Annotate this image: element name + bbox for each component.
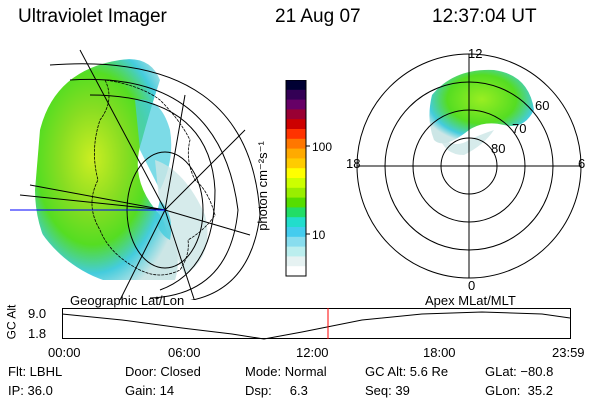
- mlat-label-60: 60: [535, 98, 550, 113]
- mlt-label-12: 12: [468, 46, 483, 61]
- geographic-image: [10, 49, 261, 300]
- colorbar-band: [286, 246, 306, 257]
- colorbar-band: [286, 178, 306, 189]
- colorbar-band: [286, 236, 306, 248]
- colorbar-tick-10: 10: [312, 228, 326, 242]
- colorbar-band: [286, 207, 306, 218]
- colorbar-band: [286, 119, 306, 130]
- colorbar-band: [286, 217, 306, 228]
- colorbar-band: [286, 168, 306, 179]
- status-dsp: Dsp: 6.3: [245, 383, 308, 398]
- timeline-ytick-bottom: 1.8: [28, 326, 47, 341]
- mlat-label-70: 70: [512, 121, 527, 136]
- status-gc-alt: GC Alt: 5.6 Re: [365, 364, 449, 379]
- status-flt: Flt: LBHL: [8, 364, 63, 379]
- mlt-label-18: 18: [346, 156, 361, 171]
- timeline-xtick-0600: 06:00: [168, 345, 201, 360]
- polar-image: [356, 53, 582, 279]
- timeline-ytick-top: 9.0: [28, 306, 47, 321]
- mlt-label-0: 0: [468, 278, 476, 293]
- colorbar-band: [286, 89, 306, 101]
- status-gain: Gain: 14: [125, 383, 175, 398]
- mlt-label-6: 6: [578, 156, 586, 171]
- colorbar-band: [286, 109, 306, 120]
- altitude-curve: [62, 311, 571, 340]
- status-mode: Mode: Normal: [245, 364, 327, 379]
- status-ip: IP: 36.0: [8, 383, 53, 398]
- status-glon: GLon: 35.2: [485, 383, 553, 398]
- colorbar-tick-100: 100: [312, 140, 333, 154]
- colorbar-band: [286, 129, 306, 140]
- time-label: 12:37:04 UT: [432, 6, 537, 27]
- date-label: 21 Aug 07: [275, 6, 361, 27]
- timeline-xtick-0000: 00:00: [48, 345, 81, 360]
- latitude-grid: [49, 63, 261, 300]
- coastline: [91, 79, 216, 276]
- colorbar: [285, 80, 310, 277]
- status-door: Door: Closed: [125, 364, 201, 379]
- status-glat: GLat: −80.8: [485, 364, 554, 379]
- colorbar-band: [286, 80, 306, 91]
- colorbar-band: [286, 148, 306, 159]
- altitude-timeline: [62, 308, 571, 340]
- timeline-xtick-1200: 12:00: [296, 345, 329, 360]
- colorbar-band: [286, 187, 306, 199]
- polar-grid: [356, 53, 582, 279]
- geographic-latlon-label: Geographic Lat/Lon: [70, 293, 185, 308]
- mlat-label-80: 80: [491, 141, 506, 156]
- colorbar-unit-label: photon cm⁻²s⁻¹: [254, 141, 270, 231]
- instrument-title: Ultraviolet Imager: [18, 6, 167, 27]
- colorbar-band: [286, 266, 306, 277]
- status-seq: Seq: 39: [365, 383, 410, 398]
- timeline-xtick-1800: 18:00: [423, 345, 456, 360]
- colorbar-band: [286, 158, 306, 169]
- longitude-grid: [19, 49, 251, 300]
- apex-mlat-mlt-label: Apex MLat/MLT: [425, 293, 516, 308]
- colorbar-band: [286, 99, 306, 110]
- timeline-ylabel: GC Alt: [4, 304, 19, 340]
- colorbar-band: [286, 227, 306, 238]
- aurora-emission: [35, 59, 208, 281]
- timeline-xtick-2359: 23:59: [552, 345, 585, 360]
- polar-aurora-emission: [429, 69, 534, 144]
- colorbar-band: [286, 197, 306, 208]
- colorbar-band: [286, 138, 306, 150]
- colorbar-band: [286, 256, 306, 267]
